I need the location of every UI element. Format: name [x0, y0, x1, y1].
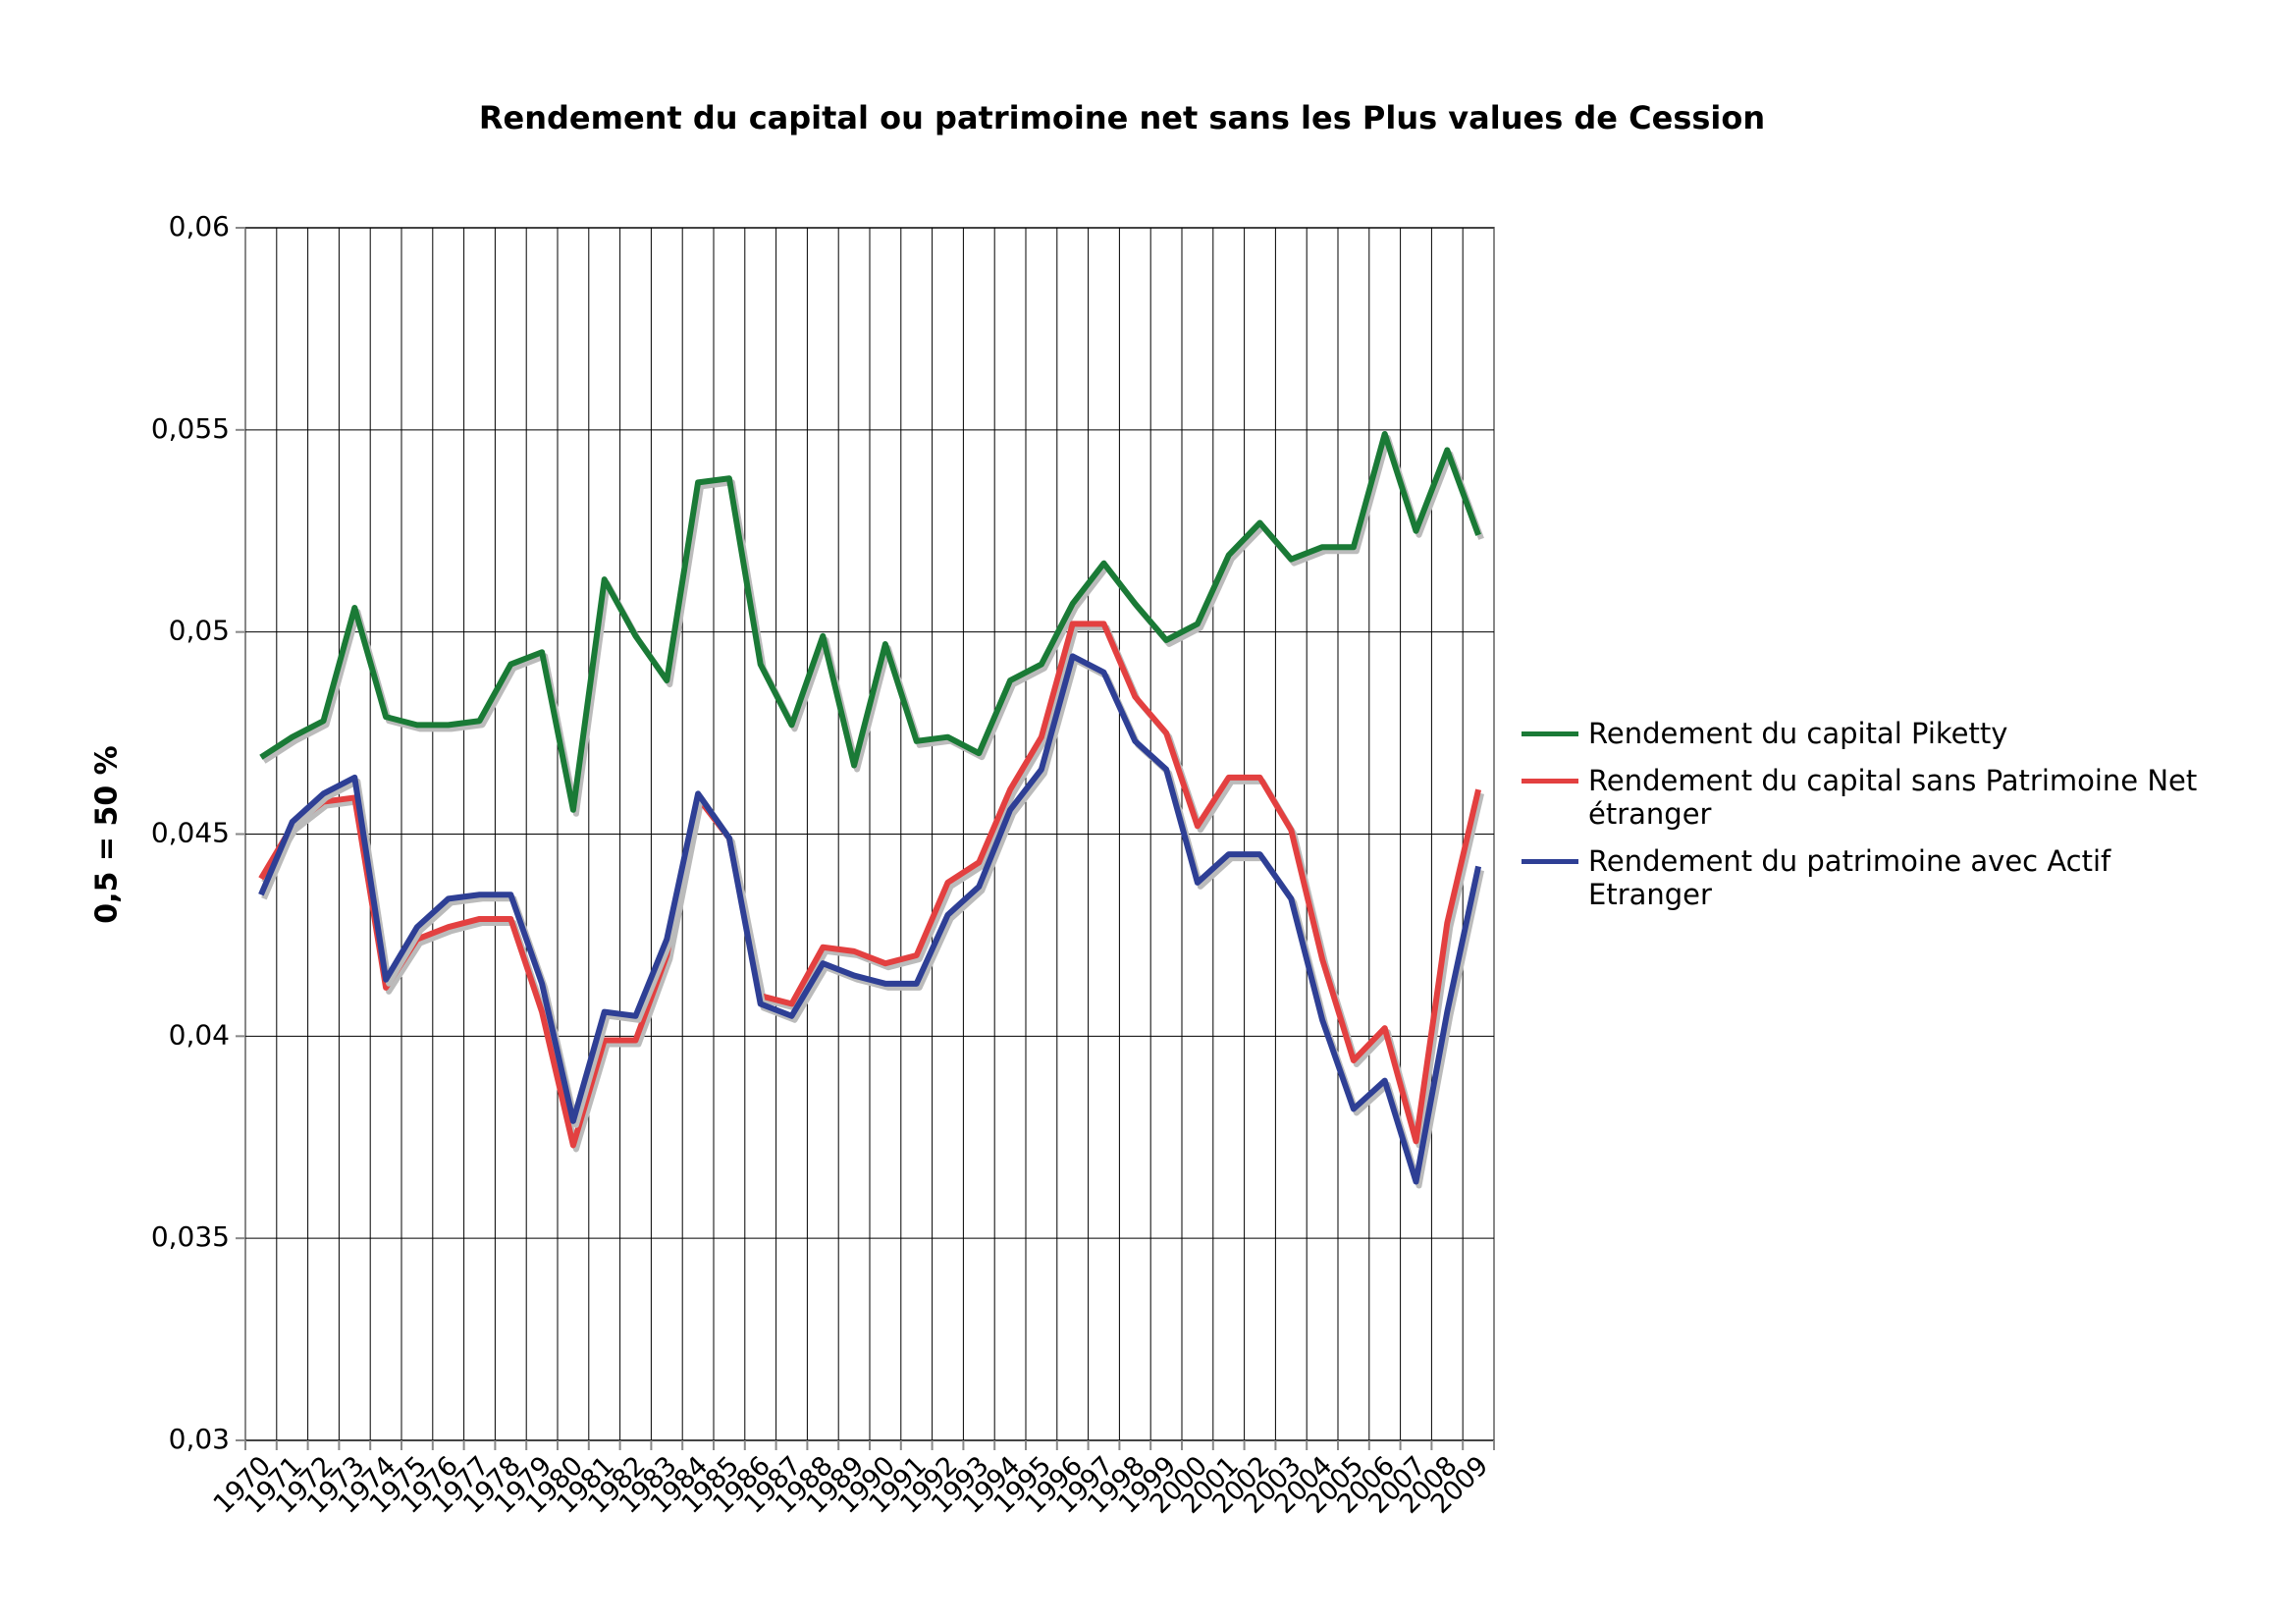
- legend-label: Rendement du patrimoine avec Actif Etran…: [1588, 844, 2111, 911]
- series-line: [258, 621, 1482, 1149]
- legend-swatch: [1522, 779, 1578, 784]
- legend-item: Rendement du capital sans Patrimoine Net…: [1522, 764, 2209, 831]
- series-line: [259, 430, 1481, 813]
- y-tick-label: 0,045: [151, 817, 230, 849]
- legend-label: Rendement du capital sans Patrimoine Net…: [1588, 764, 2198, 831]
- y-tick-label: 0,055: [151, 412, 230, 445]
- legend-swatch: [1522, 859, 1578, 864]
- legend-item: Rendement du patrimoine avec Actif Etran…: [1522, 844, 2209, 911]
- legend-swatch: [1522, 731, 1578, 736]
- legend-item: Rendement du capital Piketty: [1522, 717, 2209, 750]
- y-tick-label: 0,06: [169, 210, 230, 243]
- y-tick-label: 0,035: [151, 1220, 230, 1253]
- y-tick-label: 0,04: [169, 1018, 230, 1051]
- legend: Rendement du capital Piketty Rendement du…: [1522, 717, 2209, 925]
- chart-title: Rendement du capital ou patrimoine net s…: [479, 99, 1765, 136]
- y-tick-label: 0,05: [169, 615, 230, 647]
- y-axis-label: 0,5 = 50 %: [90, 745, 125, 923]
- legend-label: Rendement du capital Piketty: [1588, 717, 2008, 750]
- series-line: [258, 653, 1482, 1185]
- y-tick-label: 0,03: [169, 1423, 230, 1455]
